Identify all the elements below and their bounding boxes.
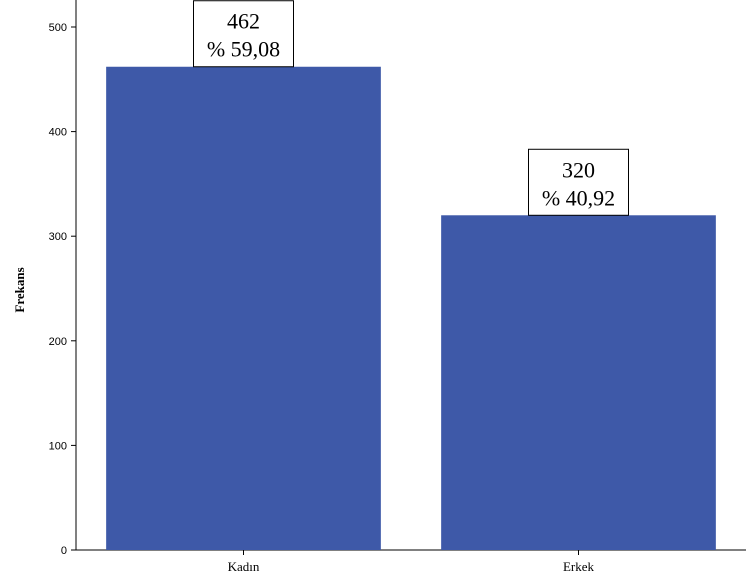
x-tick-label: Erkek (563, 559, 595, 574)
bar-0 (106, 66, 381, 551)
y-axis-title: Frekans (12, 267, 27, 312)
data-label-count: 462 (227, 9, 260, 34)
data-labels: 462 % 59,08 320 % 40,92 (193, 0, 629, 216)
x-tick-label: Kadın (228, 559, 260, 574)
data-label-box (193, 0, 294, 68)
data-label-box (528, 148, 629, 216)
y-tick-label: 0 (61, 545, 67, 557)
y-tick-label: 400 (49, 127, 67, 139)
y-tick-label: 500 (49, 22, 67, 34)
y-tick-label: 300 (49, 231, 67, 243)
data-label-percent: % 59,08 (207, 37, 280, 62)
data-label-count: 320 (562, 157, 595, 182)
y-tick-label: 200 (49, 336, 67, 348)
x-axis: Kadın Erkek (76, 549, 746, 574)
y-axis: 0 100 200 300 400 500 (49, 0, 77, 557)
bars (106, 66, 716, 551)
data-label-percent: % 40,92 (542, 185, 615, 210)
bar-1 (441, 215, 716, 550)
y-tick-label: 100 (49, 440, 67, 452)
